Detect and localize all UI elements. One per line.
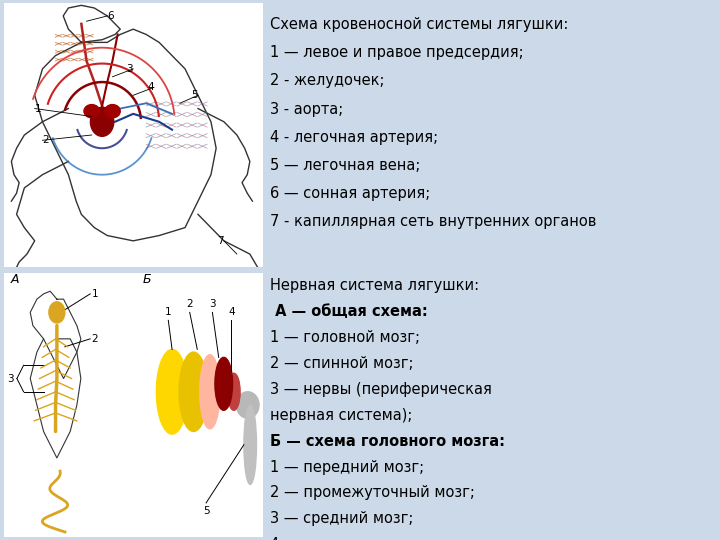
Ellipse shape (179, 352, 208, 431)
Text: 2: 2 (186, 300, 193, 309)
Text: 4 — мозжечок;: 4 — мозжечок; (270, 537, 384, 540)
Ellipse shape (244, 405, 256, 484)
Text: 4: 4 (228, 307, 235, 318)
Text: 2: 2 (91, 334, 98, 344)
FancyBboxPatch shape (4, 3, 263, 267)
Text: 4: 4 (148, 83, 154, 92)
Ellipse shape (91, 107, 114, 136)
Text: 3: 3 (127, 64, 133, 74)
Text: 1 — головной мозг;: 1 — головной мозг; (270, 330, 420, 345)
Text: 7: 7 (217, 236, 224, 246)
Text: 2: 2 (42, 136, 49, 145)
Text: 7 - капиллярная сеть внутренних органов: 7 - капиллярная сеть внутренних органов (270, 214, 596, 229)
Text: 1 — передний мозг;: 1 — передний мозг; (270, 460, 424, 475)
Ellipse shape (228, 373, 240, 410)
Text: 3: 3 (209, 300, 216, 309)
Text: 3 - аорта;: 3 - аорта; (270, 102, 343, 117)
Text: 1 — левое и правое предсердия;: 1 — левое и правое предсердия; (270, 45, 523, 60)
Ellipse shape (84, 105, 99, 118)
Text: 1: 1 (35, 104, 41, 113)
Text: 2 - желудочек;: 2 - желудочек; (270, 73, 384, 89)
Ellipse shape (156, 349, 188, 434)
Text: 3 — нервы (периферическая: 3 — нервы (периферическая (270, 382, 492, 397)
Text: 1: 1 (91, 289, 98, 299)
Text: Б: Б (143, 273, 152, 286)
Text: 3 — средний мозг;: 3 — средний мозг; (270, 511, 413, 526)
Text: 3: 3 (8, 374, 14, 383)
Text: 6: 6 (107, 11, 114, 21)
FancyBboxPatch shape (4, 273, 137, 537)
Text: Схема кровеносной системы лягушки:: Схема кровеносной системы лягушки: (270, 17, 568, 32)
Ellipse shape (200, 355, 220, 429)
Ellipse shape (215, 357, 233, 410)
FancyBboxPatch shape (137, 273, 263, 537)
Text: 1: 1 (165, 307, 171, 318)
Text: 6 — сонная артерия;: 6 — сонная артерия; (270, 186, 431, 201)
Text: 2 — промежуточный мозг;: 2 — промежуточный мозг; (270, 485, 475, 501)
Text: Б — схема головного мозга:: Б — схема головного мозга: (270, 434, 505, 449)
Ellipse shape (104, 105, 120, 118)
Text: 4 - легочная артерия;: 4 - легочная артерия; (270, 130, 438, 145)
Ellipse shape (49, 302, 65, 323)
Text: Нервная система лягушки:: Нервная система лягушки: (270, 278, 479, 293)
Text: 5: 5 (203, 506, 210, 516)
Text: А: А (10, 273, 19, 286)
Text: А — общая схема:: А — общая схема: (270, 304, 428, 319)
Ellipse shape (236, 392, 259, 418)
Text: нервная система);: нервная система); (270, 408, 413, 423)
Text: 2 — спинной мозг;: 2 — спинной мозг; (270, 356, 413, 371)
Text: 5: 5 (192, 90, 198, 100)
Text: 5 — легочная вена;: 5 — легочная вена; (270, 158, 420, 173)
